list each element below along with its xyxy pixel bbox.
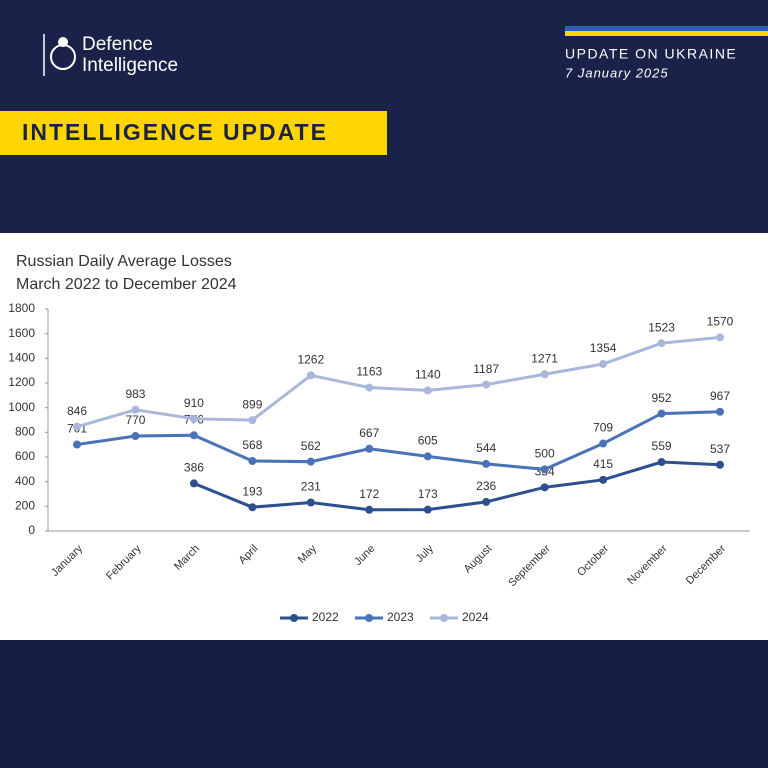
point [657,409,666,418]
legend-label: 2022 [312,610,339,624]
point [365,444,374,453]
data-label: 910 [184,396,204,410]
point [599,475,608,484]
point [716,460,724,469]
flag-blue [565,26,768,31]
series-line [76,335,721,429]
update-title: UPDATE ON UKRAINE [565,46,737,62]
point [657,339,666,348]
point [540,370,549,379]
point [599,360,608,369]
point [189,414,198,423]
data-label: 667 [359,426,379,440]
data-label: 544 [476,441,496,455]
point [189,479,198,488]
data-label: 236 [476,479,496,493]
y-tick-label: 1400 [8,351,35,365]
legend-marker [290,614,298,622]
data-label: 1354 [590,341,617,355]
data-label: 559 [652,439,672,453]
legend-label: 2024 [462,610,489,624]
data-label: 568 [242,438,262,452]
point [248,456,257,465]
data-label: 415 [593,457,613,471]
point [482,380,491,389]
point [248,503,257,512]
point [540,465,549,474]
y-tick-label: 0 [28,523,35,537]
data-label: 172 [359,487,379,501]
data-label: 562 [301,439,321,453]
point [365,505,374,514]
y-tick-label: 800 [15,425,35,439]
update-date: 7 January 2025 [565,65,669,80]
legend-marker [440,614,448,622]
point [716,407,724,416]
data-label: 952 [652,391,672,405]
data-label: 899 [242,397,262,411]
data-label: 709 [593,421,613,435]
point [306,457,315,466]
point [540,483,549,492]
data-label: 173 [418,487,438,501]
data-label: 537 [710,442,730,456]
chart-subtitle: March 2022 to December 2024 [16,276,237,293]
point [423,452,432,461]
brand: Defence [82,34,153,55]
point [482,459,491,468]
y-tick-label: 1600 [8,326,35,340]
banner [0,111,387,155]
data-label: 231 [301,480,321,494]
legend-label: 2023 [387,610,414,624]
y-tick-label: 400 [15,474,35,488]
data-label: 386 [184,461,204,475]
y-tick-label: 1800 [8,301,35,315]
data-label: 500 [535,447,555,461]
series-line [193,460,721,512]
banner-text: INTELLIGENCE UPDATE [22,119,328,145]
point [599,439,608,448]
point [716,333,724,342]
point [131,432,140,441]
data-label: 770 [125,413,145,427]
data-label: 1570 [707,315,734,329]
data-label: 1140 [415,368,441,382]
data-label: 983 [125,387,145,401]
series-line [76,410,721,471]
logo-crown [58,37,68,47]
point [365,383,374,392]
data-label: 1187 [473,362,499,376]
data-label: 846 [67,404,87,418]
y-tick-label: 1000 [8,400,35,414]
point [657,458,666,467]
point [248,416,257,425]
brand: Intelligence [82,55,178,76]
y-tick-label: 600 [15,449,35,463]
point [482,497,491,506]
data-label: 1262 [297,353,324,367]
data-label: 1523 [648,320,675,334]
data-label: 967 [710,389,730,403]
data-label: 1163 [356,365,382,379]
point [189,431,198,440]
data-label: 605 [418,434,438,448]
flag-yellow [565,31,768,36]
point [306,498,315,507]
legend-marker [365,614,373,622]
point [306,371,315,380]
point [423,386,432,395]
data-label: 1271 [531,351,558,365]
y-tick-label: 200 [15,499,35,513]
y-tick-label: 1200 [8,375,35,389]
chart-title: Russian Daily Average Losses [16,253,232,270]
point [131,405,140,414]
data-label: 193 [242,484,262,498]
point [73,422,81,431]
point [73,440,81,449]
point [423,505,432,514]
